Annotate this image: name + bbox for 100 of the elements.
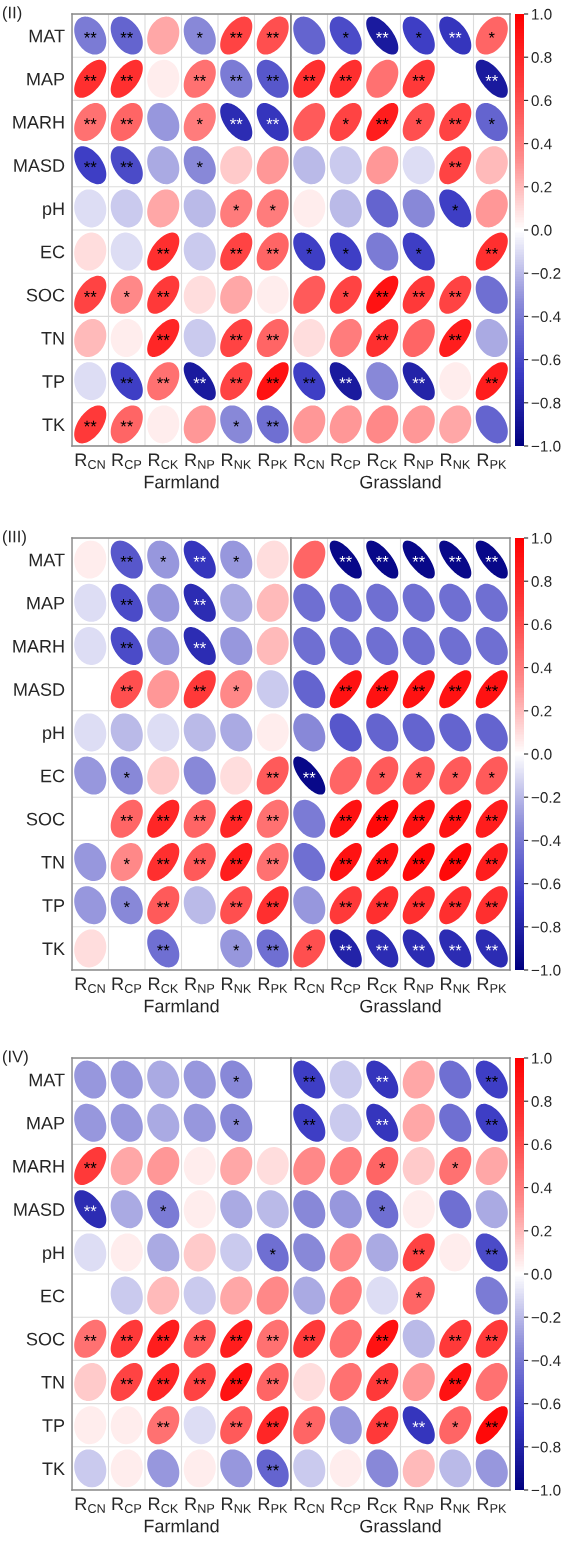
- data-label: **: [120, 161, 133, 168]
- y-tick-label: pH: [43, 1246, 64, 1263]
- data-label: *: [123, 291, 130, 297]
- color-bar-label: 0.4: [531, 1182, 552, 1194]
- data-label: **: [84, 420, 97, 427]
- data-label: **: [120, 685, 133, 692]
- data-label: *: [233, 944, 240, 951]
- x-tick-label: R$_{NP}$: [404, 977, 434, 993]
- color-bar-label: −0.8: [531, 397, 561, 409]
- data-label: **: [339, 944, 352, 951]
- data-label: **: [157, 1378, 170, 1385]
- data-label: *: [233, 555, 240, 562]
- y-tick-label: MAP: [27, 596, 65, 610]
- data-label: *: [123, 901, 130, 908]
- data-label: **: [449, 685, 462, 692]
- x-tick-label: R$_{CN}$: [75, 453, 105, 469]
- data-label: **: [449, 555, 462, 562]
- data-label: **: [376, 31, 389, 38]
- data-label: **: [266, 420, 279, 427]
- data-label: **: [193, 815, 206, 821]
- data-label: **: [485, 1119, 498, 1125]
- color-bar-label: 1.0: [532, 532, 552, 544]
- data-label: *: [342, 291, 349, 297]
- y-tick-label: TK: [42, 418, 65, 431]
- data-label: **: [485, 555, 498, 562]
- data-label: **: [449, 31, 462, 38]
- color-bar-label: −0.2: [531, 792, 561, 803]
- data-label: **: [449, 944, 462, 951]
- color-bar-label: 1.0: [532, 8, 552, 20]
- data-label: *: [269, 1248, 276, 1255]
- data-label: *: [233, 1075, 240, 1082]
- data-label: **: [412, 815, 425, 821]
- data-label: *: [233, 1119, 240, 1125]
- data-label: **: [485, 1248, 498, 1255]
- color-bar-label: −0.2: [531, 1312, 561, 1323]
- data-label: **: [449, 815, 462, 821]
- x-tick-label: R$_{NK}$: [222, 977, 252, 993]
- data-label: **: [266, 118, 279, 125]
- data-label: **: [120, 642, 133, 649]
- x-tick-label: R$_{CK}$: [149, 977, 179, 993]
- color-bar-label: −0.4: [531, 1355, 561, 1367]
- x-tick-label: R$_{CN}$: [294, 1497, 324, 1513]
- y-tick-label: pH: [43, 726, 64, 743]
- y-tick-label: EC: [41, 769, 65, 783]
- data-label: **: [449, 291, 462, 297]
- data-label: **: [193, 1335, 206, 1341]
- x-tick-label: R$_{CP}$: [331, 453, 361, 469]
- data-label: **: [339, 377, 352, 384]
- color-bar-label: 0.8: [531, 52, 552, 63]
- data-label: **: [230, 377, 243, 384]
- data-label: **: [376, 118, 389, 125]
- y-tick-label: MAT: [29, 29, 65, 43]
- data-label: *: [452, 204, 459, 211]
- color-bar-label: −0.6: [531, 1398, 561, 1410]
- data-label: **: [120, 1378, 133, 1385]
- color-bar-label: 0.8: [531, 576, 552, 587]
- x-tick-label: R$_{CP}$: [112, 453, 142, 469]
- data-label: **: [230, 118, 243, 125]
- data-label: **: [120, 420, 133, 427]
- data-label: **: [230, 334, 243, 341]
- chart-title: (III): [2, 530, 26, 546]
- data-label: **: [303, 1119, 316, 1125]
- data-label: *: [415, 31, 422, 38]
- data-label: **: [266, 1464, 279, 1471]
- data-label: **: [376, 901, 389, 908]
- data-label: **: [230, 858, 243, 865]
- data-label: **: [157, 944, 170, 951]
- data-label: *: [306, 247, 313, 254]
- y-tick-label: pH: [43, 202, 64, 219]
- data-label: **: [157, 858, 170, 865]
- y-tick-label: TP: [42, 1419, 65, 1432]
- y-tick-label: MARH: [13, 640, 64, 653]
- data-label: **: [230, 1378, 243, 1385]
- x-tick-label: R$_{CN}$: [294, 453, 324, 469]
- data-label: *: [415, 1291, 422, 1298]
- data-label: **: [230, 75, 243, 81]
- data-label: *: [196, 161, 203, 168]
- color-bar-label: 0.6: [531, 619, 552, 631]
- data-label: *: [415, 247, 422, 254]
- data-label: **: [412, 377, 425, 384]
- data-label: **: [266, 944, 279, 951]
- data-label: *: [306, 1421, 313, 1428]
- x-tick-label: R$_{CP}$: [112, 977, 142, 993]
- data-label: **: [266, 1421, 279, 1428]
- x-tick-label: R$_{NP}$: [404, 453, 434, 469]
- data-label: **: [230, 31, 243, 38]
- y-tick-label: EC: [41, 245, 65, 259]
- color-bar-label: −0.4: [531, 835, 561, 847]
- x-tick-label: R$_{NP}$: [404, 1497, 434, 1513]
- data-label: **: [485, 1335, 498, 1341]
- data-label: **: [485, 1075, 498, 1082]
- x-tick-label: R$_{CP}$: [331, 977, 361, 993]
- color-bar-label: −0.8: [531, 921, 561, 933]
- x-tick-label: R$_{CN}$: [294, 977, 324, 993]
- chart-title: (II): [2, 6, 22, 22]
- data-label: **: [449, 118, 462, 125]
- x-tick-label: R$_{CN}$: [75, 977, 105, 993]
- y-tick-label: TN: [41, 856, 64, 869]
- color-bar-label: −0.2: [531, 268, 561, 279]
- data-label: *: [342, 31, 349, 38]
